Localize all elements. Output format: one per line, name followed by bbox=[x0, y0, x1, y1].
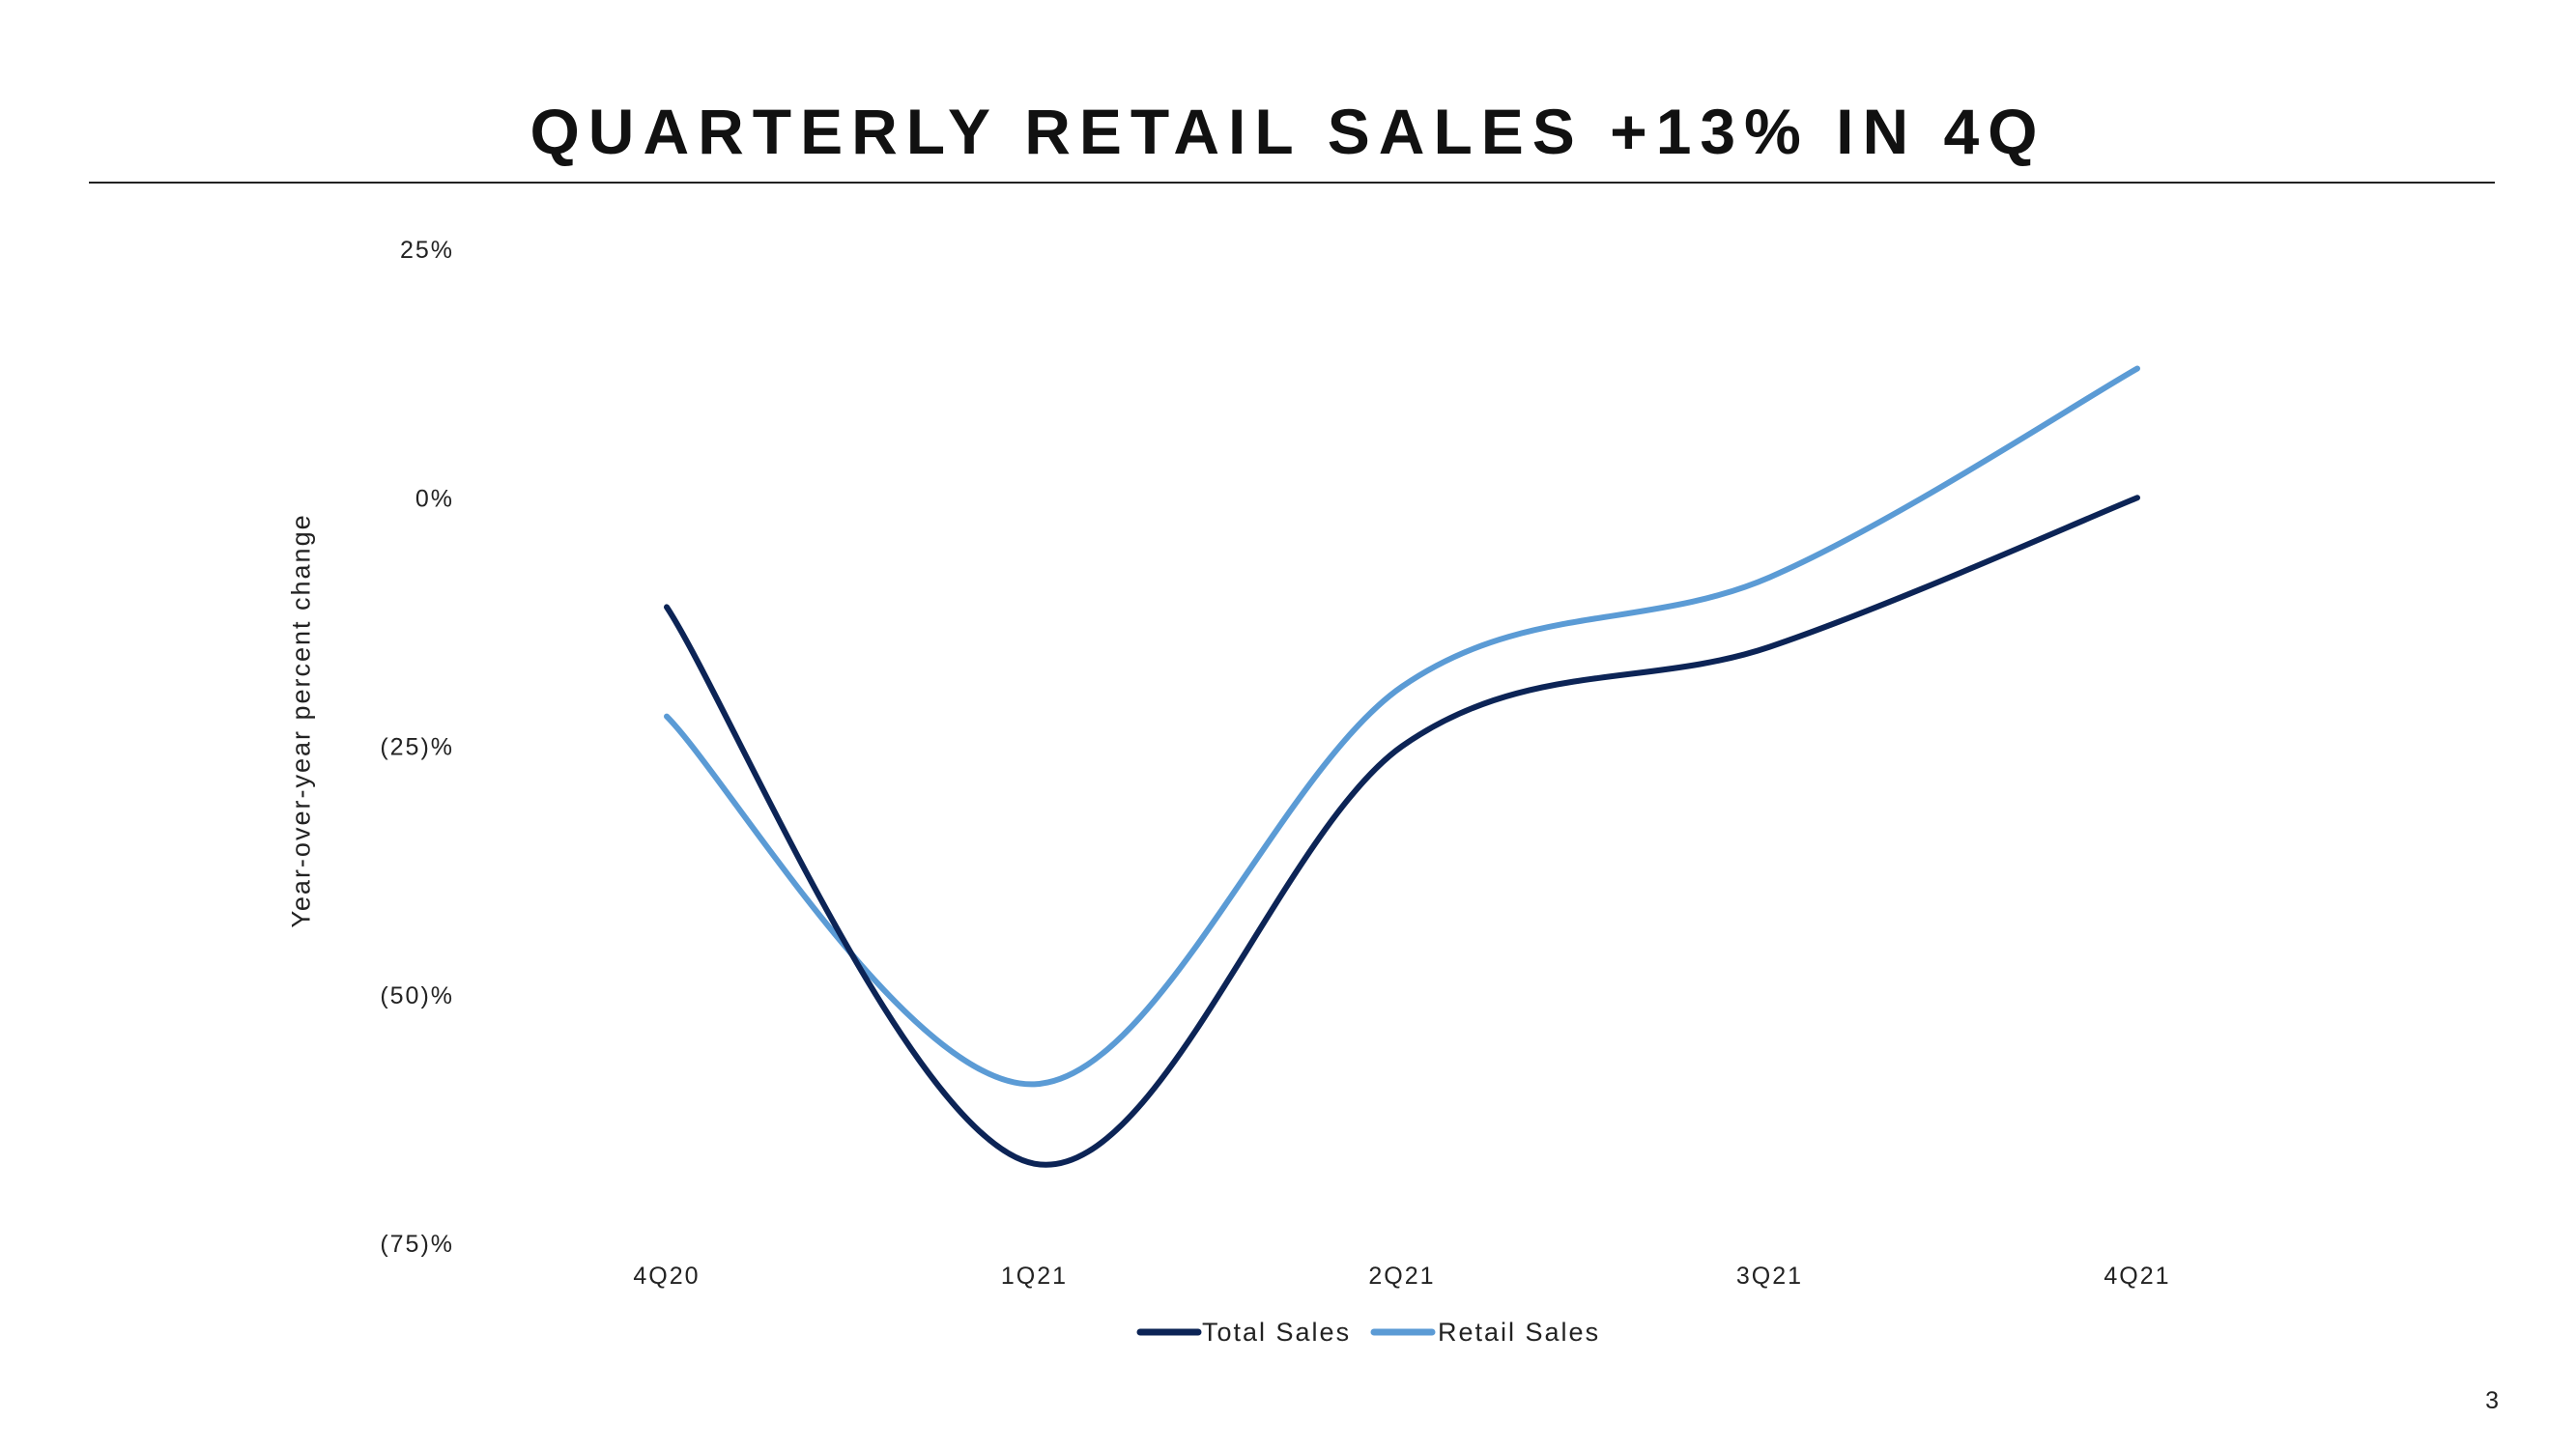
slide-title: QUARTERLY RETAIL SALES +13% IN 4Q bbox=[530, 96, 2046, 167]
series-line-total-sales bbox=[664, 495, 2140, 1168]
y-axis-ticks: 25% 0% (25)% (50)% (75)% bbox=[380, 237, 454, 1258]
y-tick-label: 0% bbox=[415, 485, 454, 512]
y-tick-label: (25)% bbox=[380, 734, 454, 761]
legend: Total Sales Retail Sales bbox=[1136, 1318, 1600, 1347]
x-tick-label: 3Q21 bbox=[1736, 1263, 1803, 1290]
title-divider bbox=[89, 182, 2495, 184]
series-layer bbox=[664, 365, 2140, 1168]
y-tick-label: 25% bbox=[400, 237, 454, 264]
x-tick-label: 1Q21 bbox=[1001, 1263, 1068, 1290]
legend-label: Total Sales bbox=[1202, 1318, 1351, 1347]
x-tick-label: 4Q20 bbox=[633, 1263, 700, 1290]
series-line-retail-sales bbox=[664, 365, 2140, 1088]
y-tick-label: (50)% bbox=[380, 982, 454, 1009]
y-tick-label: (75)% bbox=[380, 1231, 454, 1258]
x-axis-ticks: 4Q20 1Q21 2Q21 3Q21 4Q21 bbox=[633, 1263, 2170, 1290]
page-number: 3 bbox=[2485, 1387, 2499, 1414]
x-tick-label: 2Q21 bbox=[1368, 1263, 1435, 1290]
x-tick-label: 4Q21 bbox=[2104, 1263, 2170, 1290]
legend-label: Retail Sales bbox=[1438, 1318, 1600, 1347]
